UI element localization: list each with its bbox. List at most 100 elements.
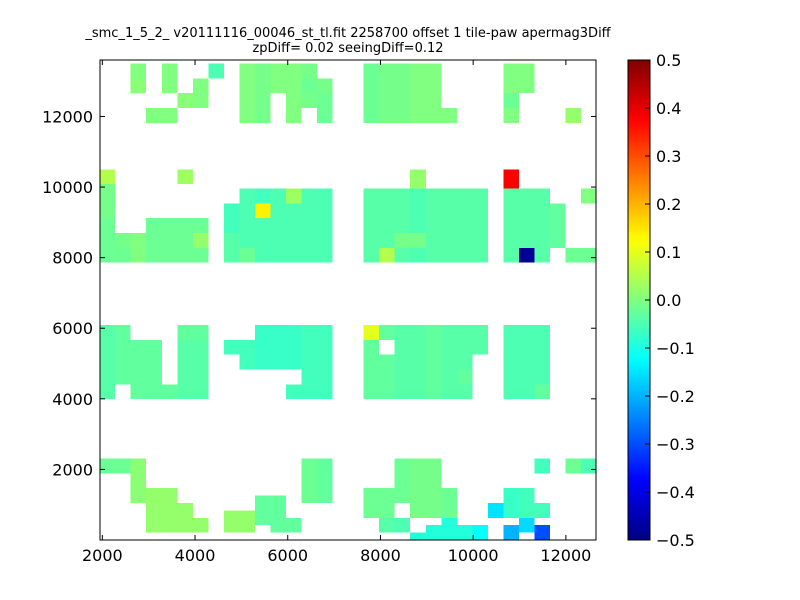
heatmap-cell xyxy=(146,218,162,263)
heatmap-cell xyxy=(394,188,411,263)
y-tick-label: 8000 xyxy=(52,249,93,268)
x-tick-label: 4000 xyxy=(175,546,216,565)
heatmap-cell xyxy=(130,339,147,400)
heatmap-cell xyxy=(425,458,442,518)
heatmap-cell xyxy=(99,458,116,474)
heatmap-cell xyxy=(472,188,488,263)
colorbar-tick-label: 0.2 xyxy=(656,195,681,214)
heatmap-cell xyxy=(270,188,286,204)
heatmap-cell xyxy=(518,188,535,248)
x-tick-label: 10000 xyxy=(448,546,499,565)
heatmap-cell xyxy=(394,517,411,533)
heatmap-cell xyxy=(581,188,597,204)
heatmap-cells xyxy=(99,63,597,540)
colorbar-tick-label: −0.4 xyxy=(656,483,695,502)
heatmap-cell xyxy=(394,458,411,503)
heatmap-cell xyxy=(286,384,302,400)
heatmap-cell xyxy=(503,525,519,540)
heatmap-cell xyxy=(534,458,550,474)
heatmap-cell xyxy=(379,247,395,263)
heatmap-cell xyxy=(317,78,333,94)
heatmap-cell xyxy=(192,517,209,533)
heatmap-cell xyxy=(363,488,380,518)
heatmap-cell xyxy=(410,232,426,248)
heatmap-cell xyxy=(286,63,302,123)
heatmap-cell xyxy=(223,510,240,533)
heatmap-cell xyxy=(518,247,535,263)
heatmap-cell xyxy=(425,525,442,540)
heatmap-cell xyxy=(223,339,240,355)
heatmap-cell xyxy=(518,517,535,533)
heatmap-cell xyxy=(239,339,255,370)
heatmap-cell xyxy=(146,339,162,400)
heatmap-cell xyxy=(410,458,426,518)
colorbar-tick-label: 0.5 xyxy=(656,51,681,70)
heatmap-cell xyxy=(425,63,442,123)
heatmap-cell xyxy=(456,369,473,385)
x-tick-label: 12000 xyxy=(540,546,591,565)
heatmap-cell xyxy=(503,488,519,518)
heatmap-cell xyxy=(317,325,333,400)
heatmap-cell xyxy=(518,325,535,400)
heatmap-cell xyxy=(146,108,162,123)
heatmap-cell xyxy=(565,247,582,263)
heatmap-cell xyxy=(286,188,302,263)
heatmap-cell xyxy=(441,517,457,540)
heatmap-cell xyxy=(301,458,318,503)
heatmap-cell xyxy=(534,247,550,263)
heatmap-cell xyxy=(379,488,395,518)
heatmap-cell xyxy=(379,517,395,533)
heatmap-cell xyxy=(223,203,240,233)
heatmap-cell xyxy=(177,169,193,185)
heatmap-cell xyxy=(161,218,178,263)
heatmap-cell xyxy=(441,325,457,400)
heatmap-cell xyxy=(254,63,271,123)
heatmap-cell xyxy=(130,63,147,79)
heatmap-cell xyxy=(363,325,380,400)
heatmap-cell xyxy=(565,108,582,123)
colorbar-tick-label: −0.5 xyxy=(656,531,695,550)
x-axis: 2000 4000 6000 8000 10000 12000 xyxy=(82,60,591,565)
x-tick-label: 2000 xyxy=(82,546,123,565)
colorbar-tick-label: 0.1 xyxy=(656,243,681,262)
x-tick-label: 8000 xyxy=(360,546,401,565)
heatmap-cell xyxy=(130,458,147,503)
heatmap-cell xyxy=(301,188,318,263)
heatmap-cell xyxy=(379,63,395,123)
heatmap-cell xyxy=(472,325,488,355)
heatmap-cell xyxy=(146,488,162,533)
heatmap-cell xyxy=(441,188,457,263)
heatmap-cell xyxy=(161,108,178,123)
heatmap-cell xyxy=(192,78,209,108)
heatmap-cell xyxy=(99,218,116,263)
heatmap-cell xyxy=(456,384,473,400)
heatmap-cell xyxy=(379,325,395,340)
heatmap-cell xyxy=(534,325,550,385)
y-tick-label: 4000 xyxy=(52,390,93,409)
heatmap-cell xyxy=(394,232,411,248)
heatmap-cell xyxy=(115,325,131,385)
heatmap-cell xyxy=(161,63,178,79)
heatmap-cell xyxy=(317,188,333,263)
heatmap-cell xyxy=(534,525,550,540)
heatmap-cell xyxy=(503,188,519,263)
heatmap-cell xyxy=(503,169,519,189)
heatmap-cell xyxy=(239,188,255,263)
heatmap-cell xyxy=(301,78,318,94)
heatmap-cell xyxy=(534,188,550,248)
heatmap-cell xyxy=(270,325,286,370)
heatmap-cell xyxy=(487,502,504,518)
colorbar-tick-label: −0.2 xyxy=(656,387,695,406)
plot-frame xyxy=(99,59,597,541)
heatmap-cell xyxy=(441,488,457,518)
heatmap-cell xyxy=(581,247,597,263)
heatmap-cell xyxy=(379,188,395,263)
heatmap-cell xyxy=(286,325,302,355)
heatmap-cell xyxy=(456,325,473,370)
heatmap-cell xyxy=(301,325,318,400)
heatmap-cell xyxy=(254,188,271,204)
heatmap-cell xyxy=(363,63,380,123)
heatmap-cell xyxy=(270,495,286,533)
heatmap-cell xyxy=(503,325,519,400)
heatmap-cell xyxy=(115,458,131,474)
